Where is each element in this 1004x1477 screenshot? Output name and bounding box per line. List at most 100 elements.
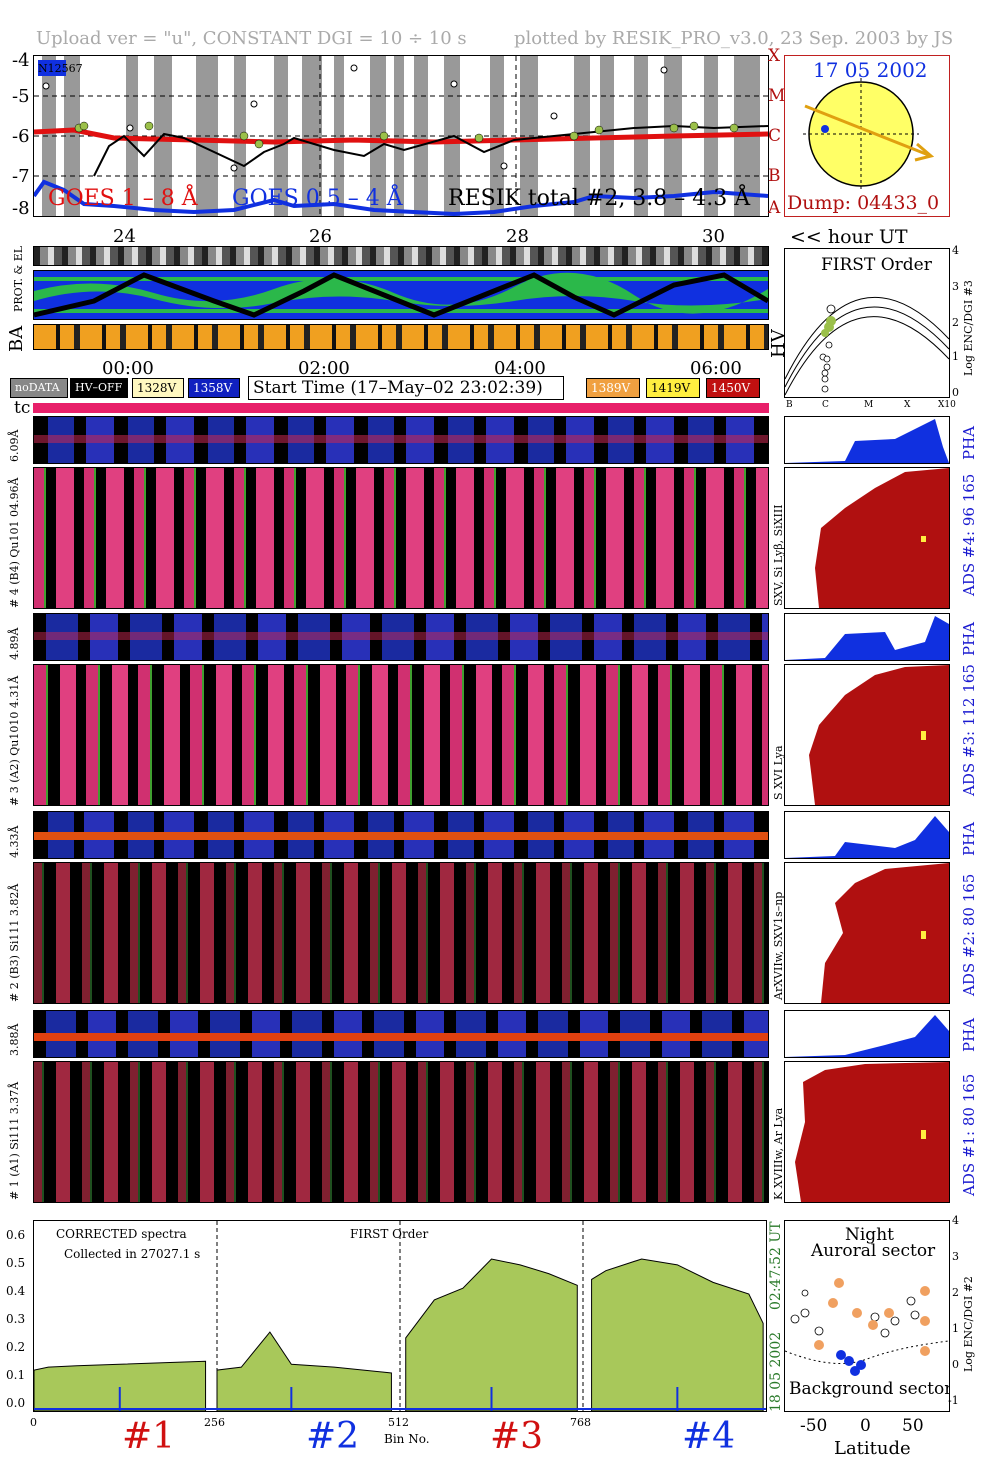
channel-label-2: #2: [306, 1416, 360, 1457]
tc-label: tc: [14, 398, 31, 418]
spec-ytick-0: 0.0: [6, 1396, 26, 1410]
pha-strip-2: [33, 811, 769, 859]
goes-xtick-26: 26: [309, 226, 332, 247]
start-time-box: Start Time (17–May–02 23:02:39): [248, 376, 564, 400]
prot-el-label: PROT. & EL: [12, 245, 25, 312]
first-order-ylabel: Log ENC/DGI #3: [962, 280, 975, 376]
goes-xtick-24: 24: [113, 226, 136, 247]
line-label-2: ArXVIIw, SXV1s–np: [772, 891, 785, 1000]
legend-resik: RESIK total #2, 3.8 – 4.3 Å: [448, 186, 751, 211]
lat-ytick-3: 3: [952, 1250, 959, 1263]
spec-xtick-0: 0: [30, 1416, 37, 1429]
spec-label-1: # 1 (A1) Si111 3.37Å: [8, 1081, 21, 1200]
lat-background: Background sector: [789, 1379, 950, 1399]
time-tick-0200: 02:00: [298, 358, 350, 379]
legend-goes-long: GOES 1 – 8 Å: [48, 186, 198, 211]
spectrum-order: FIRST Order: [350, 1227, 429, 1241]
spec-strip-3: [33, 664, 769, 806]
ads-hist-4: [784, 467, 950, 609]
fo-ytick-0: 0: [952, 386, 959, 399]
spec-label-3: # 3 (A2) Qu1010 4.31Å: [8, 675, 21, 806]
goes-ytick-5: -8: [12, 198, 30, 219]
lat-xlabel: Latitude: [834, 1438, 911, 1459]
hour-ut-label: << hour UT: [790, 226, 908, 248]
spec-ytick-1: 0.1: [6, 1368, 26, 1382]
line-label-3: S XVI Lya: [772, 745, 785, 800]
spectrum-panel: CORRECTED spectra Collected in 27027.1 s…: [33, 1220, 767, 1412]
v1328-tag: 1328V: [132, 378, 184, 398]
lat-ytick-4: 4: [952, 1214, 959, 1227]
first-order-title: FIRST Order: [821, 255, 932, 275]
class-a: A: [768, 198, 781, 218]
line-label-1: K XVIIIw, Ar Lya: [772, 1107, 785, 1200]
fo-ytick-1: 1: [952, 350, 959, 363]
pha-tag-3: PHA: [960, 621, 978, 656]
spectrum-note-2: Collected in 27027.1 s: [64, 1247, 201, 1261]
pha-strip-3: [33, 613, 769, 661]
header-right: plotted by RESIK_PRO_v3.0, 23 Sep. 2003 …: [514, 28, 954, 49]
noaa-tag: N12567: [38, 62, 83, 75]
legend-goes-short: GOES 0.5 – 4 Å: [232, 186, 403, 211]
lat-night: Night: [845, 1225, 894, 1245]
fo-xtick-c: C: [822, 400, 829, 410]
spectrum-series-4: [591, 1258, 764, 1411]
ads-hist-1: [784, 1061, 950, 1203]
lat-ytick-minus1: -1: [948, 1394, 959, 1407]
pha-tag-2: PHA: [960, 821, 978, 856]
lat-ytick-0: 0: [952, 1358, 959, 1371]
ads-tag-3: ADS #3: 112 165: [960, 664, 978, 796]
class-b: B: [768, 166, 781, 186]
tc-strip: [33, 403, 769, 413]
pha-label-3: 4.89Å: [8, 627, 21, 660]
v1419-tag: 1419V: [646, 378, 700, 398]
ads-hist-2: [784, 862, 950, 1004]
channel-label-1: #1: [122, 1416, 176, 1457]
spec-strip-1: [33, 1061, 769, 1203]
sun-date: 17 05 2002: [813, 58, 928, 82]
goes-plot: [34, 56, 768, 216]
spec-xlabel: Bin No.: [384, 1432, 430, 1446]
v1450-tag: 1450V: [706, 378, 760, 398]
first-order-plot: [785, 296, 949, 396]
goes-panel: N12567 GOES 1 – 8 Å GOES 0.5 – 4 Å RESIK…: [33, 55, 769, 217]
pha-tag-4: PHA: [960, 425, 978, 460]
goes-xtick-28: 28: [506, 226, 529, 247]
class-x: X: [768, 46, 781, 66]
ba-strip: [33, 324, 769, 350]
ads-tag-4: ADS #4: 96 165: [960, 473, 978, 596]
spectrum-series-2: [216, 1331, 392, 1411]
fo-xtick-b: B: [786, 400, 793, 410]
prot-el-strip: [33, 246, 769, 266]
nodata-tag: noDATA: [10, 378, 68, 398]
ba-label: BA: [6, 325, 27, 352]
spec-xtick-768: 768: [570, 1416, 591, 1429]
time-tick-0000: 00:00: [102, 358, 154, 379]
pha-strip-1: [33, 1010, 769, 1058]
pha-strip-4: [33, 416, 769, 464]
dump-label: Dump: 04433_0: [787, 192, 940, 214]
spec-ytick-2: 0.2: [6, 1340, 26, 1354]
latitude-plot: [785, 1278, 949, 1376]
lat-ytick-1: 1: [952, 1322, 959, 1335]
pha-hist-3: [784, 613, 950, 661]
pha-hist-1: [784, 1010, 950, 1058]
v1358-tag: 1358V: [188, 378, 240, 398]
goes-ytick-2: -5: [12, 86, 30, 107]
ads-tag-2: ADS #2: 80 165: [960, 873, 978, 996]
noaa-badge: [38, 60, 66, 76]
ads-tag-1: ADS #1: 80 165: [960, 1073, 978, 1196]
pha-label-1: 3.88Å: [8, 1023, 21, 1056]
latitude-panel: Night Auroral sector Background sector: [784, 1220, 950, 1412]
class-m: M: [768, 86, 786, 106]
fo-xtick-x10: X10: [938, 400, 956, 410]
class-c: C: [768, 126, 782, 146]
ads-hist-3: [784, 664, 950, 806]
spec-date-side: 18 05 2002: [768, 1331, 784, 1412]
goes-ytick-3: -6: [12, 126, 30, 147]
hvoff-tag: HV–OFF: [70, 378, 128, 398]
header-left: Upload ver = "u", CONSTANT DGI = 10 ÷ 10…: [36, 28, 467, 49]
spec-time-side: 02:47:52 UT: [768, 1221, 784, 1310]
pha-label-2: 4.33Å: [8, 825, 21, 858]
time-tick-0400: 04:00: [494, 358, 546, 379]
fo-xtick-x: X: [904, 400, 911, 410]
